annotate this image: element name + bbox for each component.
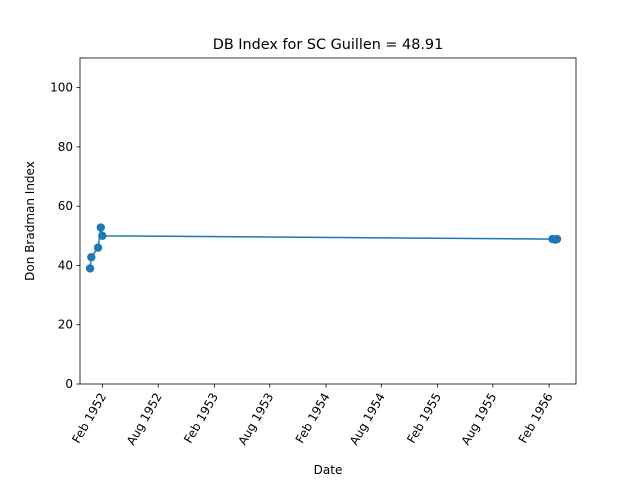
chart-title: DB Index for SC Guillen = 48.91	[213, 37, 443, 53]
y-tick-label: 100	[50, 81, 73, 95]
y-tick-label: 20	[58, 318, 73, 332]
data-point-2	[87, 252, 96, 262]
plot-area	[85, 223, 562, 273]
y-tick-label: 0	[65, 377, 73, 391]
data-point-5	[98, 231, 107, 241]
y-tick-label: 80	[58, 140, 73, 154]
axes-frame	[79, 57, 577, 385]
y-tick-label: 60	[58, 199, 73, 213]
data-point-3	[93, 243, 103, 252]
data-point-8	[552, 234, 562, 244]
x-axis-label: Date	[314, 463, 343, 477]
y-tick-label: 40	[58, 258, 73, 272]
y-axis-label: Don Bradman Index	[23, 161, 37, 281]
data-point-1	[85, 264, 95, 273]
data-point-4	[96, 223, 105, 232]
